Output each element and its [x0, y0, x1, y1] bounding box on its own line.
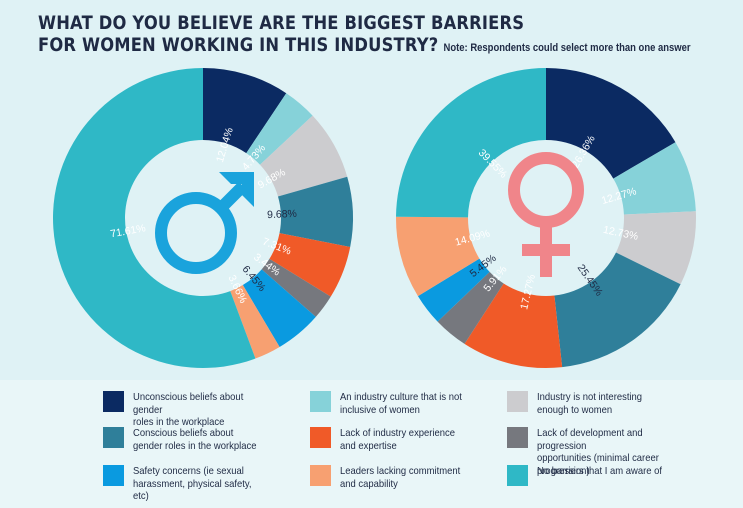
legend-swatch: [103, 391, 124, 412]
male-slice-8: [230, 285, 280, 359]
legend-item: No barriers that I am aware of: [507, 465, 687, 486]
legend-label: Lack of industry experience and expertise: [340, 427, 475, 452]
legend-swatch: [507, 465, 528, 486]
legend-label: Lack of development and progression oppor…: [537, 427, 672, 477]
female-slice-6: [437, 271, 504, 344]
legend-swatch: [103, 427, 124, 448]
legend-label-line-1: Safety concerns (ie sexual: [133, 465, 244, 477]
legend-label-line-1: Leaders lacking commitment: [340, 465, 461, 477]
legend-swatch: [310, 427, 331, 448]
legend-label-line-1: Unconscious beliefs about gender: [133, 391, 244, 416]
male-slice-4: [277, 176, 354, 247]
male-donut-chart: 12.04% 4.73%9.68%9.68%7.31%3.44%6.45%3.66…: [53, 68, 354, 368]
legend: Unconscious beliefs about gender roles in…: [0, 380, 743, 508]
male-symbol-icon: [155, 172, 254, 274]
legend-item: Industry is not interesting enough to wom…: [507, 391, 687, 416]
legend-label: Industry is not interesting enough to wom…: [537, 391, 672, 416]
legend-label-line-1: Conscious beliefs about: [133, 427, 234, 439]
legend-label-line-2: roles in the workplace: [133, 416, 225, 428]
legend-label: Conscious beliefs about gender roles in t…: [133, 427, 268, 452]
legend-item: Lack of industry experience and expertise: [310, 427, 490, 452]
male-slice-2: [246, 93, 313, 165]
female-slice-9: [396, 68, 546, 218]
male-slice-label-4: 9.68%: [267, 208, 297, 221]
male-slice-5: [269, 233, 351, 297]
female-slice-1: [546, 68, 676, 179]
legend-swatch: [310, 465, 331, 486]
male-slice-3: [259, 115, 348, 197]
title-line-1: WHAT DO YOU BELIEVE ARE THE BIGGEST BARR…: [38, 12, 525, 34]
legend-item: Leaders lacking commitment and capability: [310, 465, 490, 490]
male-slice-9: [53, 68, 256, 368]
legend-label-line-2: gender roles in the workplace: [133, 439, 257, 452]
male-slice-1: [203, 68, 287, 154]
legend-label-line-1: No barriers that I am aware of: [537, 465, 663, 477]
legend-item: Conscious beliefs about gender roles in t…: [103, 427, 283, 452]
female-slice-4: [554, 252, 681, 368]
legend-label-line-2: inclusive of women: [340, 403, 420, 416]
chart-title: WHAT DO YOU BELIEVE ARE THE BIGGEST BARR…: [38, 12, 691, 59]
female-slice-7: [417, 258, 490, 322]
female-symbol-icon: [508, 152, 584, 277]
legend-label-line-2: enough to women: [537, 403, 613, 416]
female-slice-3: [615, 211, 696, 285]
legend-label: Unconscious beliefs about gender roles in…: [133, 391, 268, 429]
legend-label-line-1: An industry culture that is not: [340, 391, 462, 403]
legend-swatch: [103, 465, 124, 486]
male-slice-6: [261, 258, 331, 317]
legend-label-line-1: Industry is not interesting: [537, 391, 643, 403]
legend-item: Lack of development and progression oppor…: [507, 427, 687, 477]
legend-swatch: [507, 427, 528, 448]
legend-label: No barriers that I am aware of: [537, 465, 672, 478]
donut-charts: 12.04% 4.73%9.68%9.68%7.31%3.44%6.45%3.66…: [53, 68, 696, 368]
legend-swatch: [507, 391, 528, 412]
legend-swatch: [310, 391, 331, 412]
female-slice-5: [464, 283, 563, 368]
title-line-2: FOR WOMEN WORKING IN THIS INDUSTRY?: [38, 34, 439, 56]
legend-label-line-1: Lack of industry experience: [340, 427, 456, 439]
female-slice-8: [396, 216, 480, 297]
legend-label-line-1: Lack of development and progression: [537, 427, 643, 452]
male-slice-7: [242, 269, 316, 347]
legend-label-line-2: and capability: [340, 477, 398, 490]
legend-item: Safety concerns (ie sexual harassment, ph…: [103, 465, 283, 503]
legend-item: Unconscious beliefs about gender roles in…: [103, 391, 283, 429]
legend-label: An industry culture that is not inclusive…: [340, 391, 475, 416]
legend-label-line-2: and expertise: [340, 439, 397, 452]
legend-label: Leaders lacking commitment and capability: [340, 465, 475, 490]
legend-label-line-2: opportunities (minimal career progressio…: [537, 452, 659, 477]
legend-label: Safety concerns (ie sexual harassment, ph…: [133, 465, 268, 503]
female-slice-2: [613, 142, 696, 215]
title-note: Note: Respondents could select more than…: [443, 42, 691, 54]
legend-label-line-2: harassment, physical safety, etc): [133, 477, 252, 503]
legend-item: An industry culture that is not inclusive…: [310, 391, 490, 416]
